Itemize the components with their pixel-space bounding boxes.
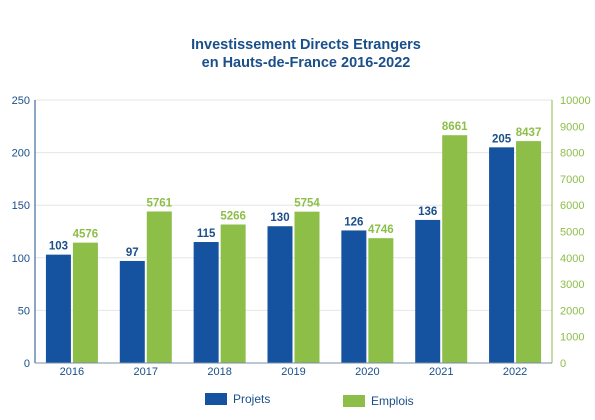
- y-right-tick-label: 10000: [560, 95, 591, 107]
- y-right-tick-label: 8000: [560, 148, 584, 160]
- bar-projets: [341, 230, 367, 363]
- bar-projets: [489, 147, 515, 363]
- data-label-projets: 115: [197, 228, 216, 240]
- y-right-tick-label: 2000: [560, 305, 584, 317]
- y-left-tick-label: 0: [24, 358, 30, 370]
- y-right-tick-label: 4000: [560, 253, 584, 265]
- data-label-projets: 103: [49, 241, 68, 253]
- bar-emplois: [294, 211, 320, 363]
- x-tick-label: 2021: [429, 366, 453, 378]
- y-left-tick-label: 200: [12, 148, 30, 160]
- y-right-tick-label: 9000: [560, 121, 584, 133]
- data-label-projets: 97: [126, 247, 139, 259]
- y-right-tick-label: 0: [560, 358, 566, 370]
- bars: [45, 135, 542, 363]
- legend: Projets Emplois: [205, 392, 414, 408]
- data-label-projets: 136: [418, 206, 437, 218]
- bar-projets: [45, 254, 71, 363]
- y-left-tick-label: 150: [12, 200, 30, 212]
- x-tick-label: 2018: [207, 366, 231, 378]
- bar-projets: [267, 226, 293, 363]
- bar-projets: [119, 260, 145, 363]
- bar-projets: [415, 219, 441, 363]
- data-label-projets: 130: [270, 212, 289, 224]
- data-label-emplois: 5266: [220, 211, 246, 223]
- y-axis-right: 0 1000 2000 3000 4000 5000 6000 7000 8000 9000 100…: [551, 95, 591, 370]
- x-tick-label: 2020: [355, 366, 379, 378]
- legend-label-emplois: Emplois: [371, 394, 414, 408]
- legend-label-projets: Projets: [233, 392, 270, 406]
- y-left-tick-label: 250: [12, 95, 30, 107]
- bar-emplois: [220, 224, 246, 363]
- data-label-projets: 126: [344, 216, 363, 228]
- y-left-tick-label: 50: [18, 305, 30, 317]
- bar-emplois: [146, 211, 172, 363]
- legend-swatch-emplois: [343, 395, 365, 407]
- bar-emplois: [516, 141, 542, 363]
- data-labels: 103 4576 97 5761 115 5266 130 5754 126 4746 136 866…: [49, 121, 542, 259]
- data-label-emplois: 4746: [368, 224, 394, 236]
- data-label-emplois: 8661: [442, 121, 468, 133]
- y-right-tick-label: 3000: [560, 279, 584, 291]
- data-label-emplois: 5761: [146, 197, 172, 209]
- x-axis: 2016 2017 2018 2019 2020 2021 2022: [35, 362, 552, 378]
- data-label-emplois: 4576: [73, 229, 99, 241]
- data-label-emplois: 5754: [294, 198, 320, 210]
- y-right-tick-label: 5000: [560, 227, 584, 239]
- data-label-projets: 205: [492, 133, 512, 145]
- y-axis-left: 0 50 100 150 200 250: [12, 95, 36, 370]
- y-left-tick-label: 100: [12, 253, 30, 265]
- x-tick-label: 2017: [134, 366, 158, 378]
- y-right-tick-label: 1000: [560, 332, 584, 344]
- x-tick-label: 2022: [503, 366, 527, 378]
- bar-emplois: [368, 238, 394, 363]
- x-tick-label: 2019: [281, 366, 305, 378]
- data-label-emplois: 8437: [516, 127, 542, 139]
- chart-title-line-2: en Hauts-de-France 2016-2022: [202, 55, 411, 71]
- bar-projets: [193, 242, 219, 363]
- legend-swatch-projets: [205, 393, 227, 405]
- bar-emplois: [442, 135, 468, 363]
- gridlines: [35, 99, 552, 364]
- y-right-tick-label: 6000: [560, 200, 584, 212]
- bar-emplois: [72, 242, 98, 363]
- x-tick-label: 2016: [60, 366, 84, 378]
- chart-title-line-1: Investissement Directs Etrangers: [191, 37, 421, 53]
- y-right-tick-label: 7000: [560, 174, 584, 186]
